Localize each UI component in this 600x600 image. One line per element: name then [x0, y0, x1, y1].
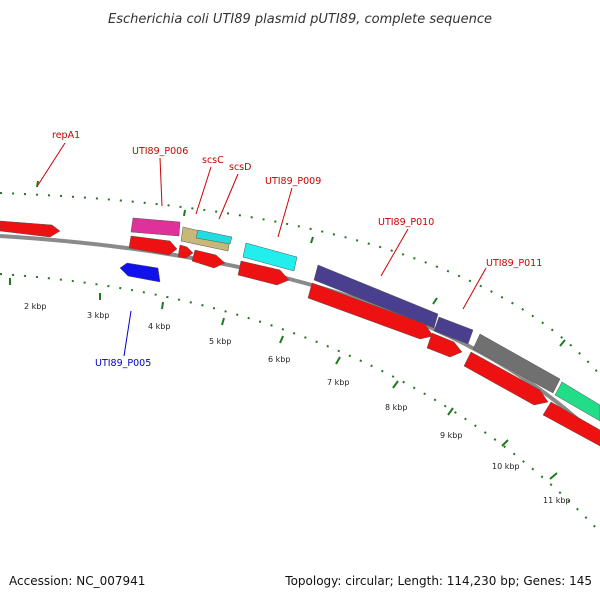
gene-label-P011: UTI89_P011 [486, 258, 542, 269]
leader-P011 [462, 267, 487, 310]
feature-cyan [242, 242, 298, 272]
feature-purple-1 [313, 264, 439, 329]
kbp-label-5: 5 kbp [209, 337, 231, 346]
gene-arrow-P010b [426, 332, 463, 358]
kbp-label-6: 6 kbp [268, 355, 290, 364]
gene-arrow-scsD [191, 249, 226, 269]
gene-label-P005: UTI89_P005 [95, 358, 151, 369]
outer-tick-ring [0, 192, 600, 376]
feature-gray [472, 333, 561, 394]
kbp-label-7: 7 kbp [327, 378, 349, 387]
leader-scsD [218, 173, 239, 220]
gene-label-repA1: repA1 [52, 130, 80, 141]
backbone-arc [0, 234, 600, 442]
major-ticks [9, 278, 558, 480]
gene-label-P010: UTI89_P010 [378, 217, 434, 228]
kbp-label-11: 11 kbp [543, 496, 571, 505]
leader-P006 [159, 157, 163, 207]
gene-arrow-scsC [177, 244, 194, 259]
gene-arrow-P011 [463, 351, 549, 406]
gene-arrow-repA1 [0, 220, 61, 238]
accession-text: Accession: NC_007941 [9, 574, 145, 588]
gene-labels: repA1 UTI89_P006 scsC scsD UTI89_P009 UT… [52, 130, 542, 369]
gene-label-scsD: scsD [229, 162, 251, 173]
feature-track [0, 217, 600, 447]
kbp-label-4: 4 kbp [148, 322, 170, 331]
leader-scsC [195, 166, 212, 215]
gene-label-P009: UTI89_P009 [265, 176, 321, 187]
gene-arrow-P006 [128, 235, 178, 256]
gene-label-scsC: scsC [202, 155, 224, 166]
outer-major-ticks [36, 180, 566, 347]
kbp-label-3: 3 kbp [87, 311, 109, 320]
map-title: Escherichia coli UTI89 plasmid pUTI89, c… [108, 12, 492, 27]
gene-arrow-P010 [307, 282, 434, 340]
leader-P009 [277, 187, 293, 238]
leader-P005 [123, 310, 132, 357]
summary-text: Topology: circular; Length: 114,230 bp; … [284, 574, 592, 588]
feature-green [554, 381, 600, 422]
gene-arrow-P009 [237, 260, 290, 286]
leader-P010 [380, 228, 409, 277]
gene-arrow-P012 [542, 401, 600, 447]
kbp-label-2: 2 kbp [24, 302, 46, 311]
gene-label-P006: UTI89_P006 [132, 146, 188, 157]
kbp-label-8: 8 kbp [385, 403, 407, 412]
kbp-labels: 2 kbp 3 kbp 4 kbp 5 kbp 6 kbp 7 kbp 8 kb… [24, 302, 571, 505]
kbp-label-9: 9 kbp [440, 431, 462, 440]
leader-repA1 [37, 142, 66, 186]
feature-magenta [130, 217, 181, 237]
leader-lines [37, 142, 487, 357]
kbp-label-10: 10 kbp [492, 462, 520, 471]
gene-arrow-P005 [119, 262, 161, 283]
feature-purple-2 [433, 316, 474, 345]
feature-cyan-small [195, 229, 233, 245]
